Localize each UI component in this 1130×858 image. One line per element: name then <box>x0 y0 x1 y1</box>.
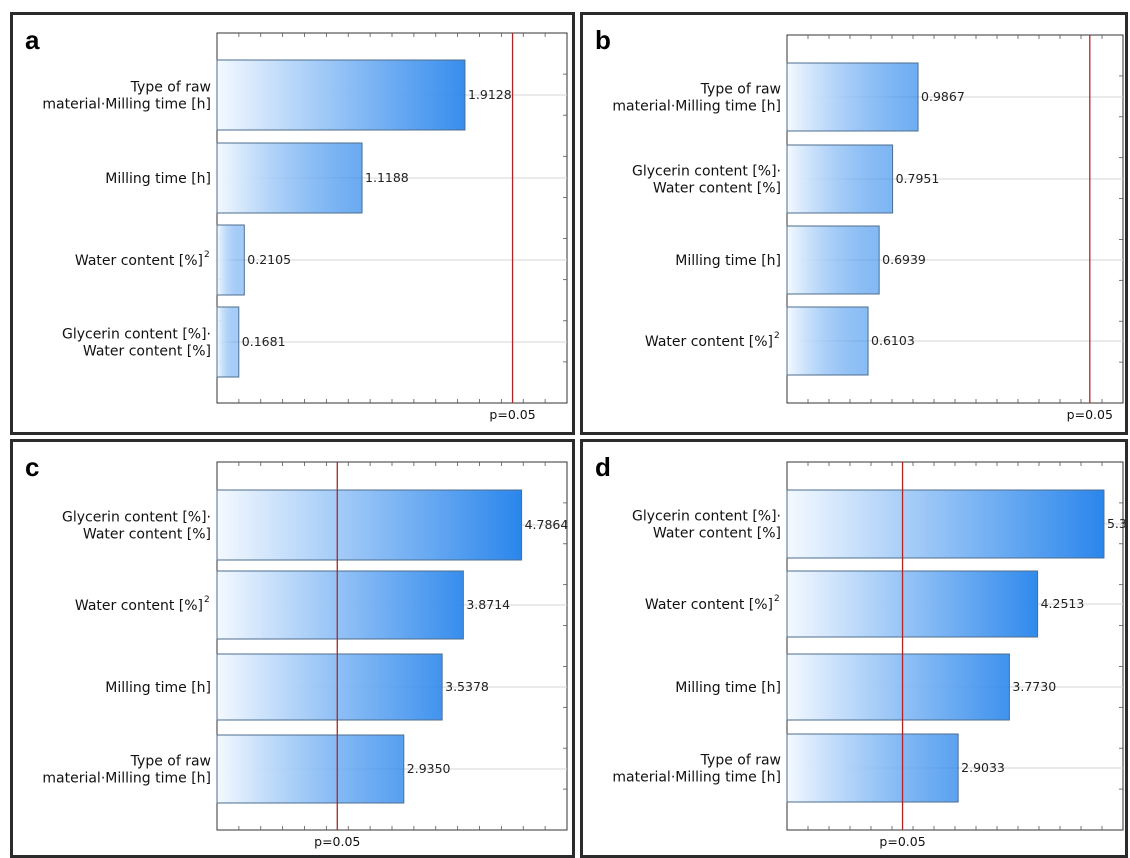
panel-letter-b: b <box>595 25 611 55</box>
bar-value-label: 2.9350 <box>407 761 451 776</box>
bar-value-label: 0.6103 <box>871 333 915 348</box>
bar-value-label: 4.2513 <box>1041 596 1085 611</box>
bar-value-label: 5.3772 <box>1107 516 1125 531</box>
bar-category-label: Water content [%] <box>75 598 203 614</box>
significance-label: p=0.05 <box>314 834 360 849</box>
bar-category-label: Water content [%] <box>653 526 781 542</box>
bar-category-label: Water content [%] <box>83 344 211 360</box>
panel-a: a 1.9128 Type of raw material·Milling time… <box>10 12 575 435</box>
bar-value-label: 0.9867 <box>921 89 965 104</box>
panel-b: b 0.9867 Type of raw material·Milling time… <box>580 12 1128 435</box>
significance-label: p=0.05 <box>879 834 925 849</box>
bar-value-label: 3.7730 <box>1012 679 1056 694</box>
bar <box>216 59 466 131</box>
bar-category-label: material·Milling time [h] <box>612 770 781 786</box>
bar <box>216 224 245 296</box>
bar-value-label: 0.7951 <box>896 171 940 186</box>
bar <box>786 225 880 295</box>
bar <box>216 734 405 804</box>
bar-value-label: 3.8714 <box>466 597 510 612</box>
bar-category-label: Type of raw <box>700 82 781 98</box>
bar-category-label: Milling time [h] <box>105 171 211 187</box>
bar-category-label: Glycerin content [%]· <box>632 509 781 525</box>
bar-category-label: Milling time [h] <box>675 680 781 696</box>
superscript-label: 2 <box>774 594 780 604</box>
superscript-label: 2 <box>204 595 210 605</box>
bar-value-label: 1.1188 <box>365 170 409 185</box>
panel-letter-a: a <box>25 25 40 55</box>
bar-category-label: Glycerin content [%]· <box>62 327 211 343</box>
bar <box>216 306 240 378</box>
bar <box>786 570 1039 638</box>
bar <box>786 489 1105 559</box>
bar <box>216 489 523 561</box>
bar-category-label: material·Milling time [h] <box>42 97 211 113</box>
bar-category-label: Water content [%] <box>75 253 203 269</box>
bar-value-label: 0.2105 <box>247 252 291 267</box>
bar-value-label: 4.7864 <box>525 517 569 532</box>
bar <box>216 570 464 640</box>
bar-category-label: material·Milling time [h] <box>42 771 211 787</box>
bar <box>216 142 363 214</box>
bar <box>786 733 959 803</box>
superscript-label: 2 <box>774 331 780 341</box>
bar-category-label: Glycerin content [%]· <box>632 164 781 180</box>
bar <box>786 653 1010 721</box>
chart-d: 5.3772Glycerin content [%]·Water content… <box>612 461 1125 849</box>
superscript-label: 2 <box>204 250 210 260</box>
panel-c: c 4.7864 Glycerin content [%]· Water conte… <box>10 439 575 858</box>
bar <box>786 62 919 132</box>
bar-category-label: Type of raw <box>130 754 211 770</box>
bar-category-label: Glycerin content [%]· <box>62 510 211 526</box>
bar-category-label: Milling time [h] <box>675 253 781 269</box>
bar-category-label: Water content [%] <box>645 597 773 613</box>
bar-category-label: Water content [%] <box>83 527 211 543</box>
bar-value-label: 2.9033 <box>961 760 1005 775</box>
bar-value-label: 0.1681 <box>242 334 286 349</box>
significance-label: p=0.05 <box>1067 407 1113 422</box>
bar-category-label: Milling time [h] <box>105 680 211 696</box>
bar-value-label: 3.5378 <box>445 679 489 694</box>
bar-category-label: material·Milling time [h] <box>612 99 781 115</box>
panel-d: d 5.3772Glycerin content [%]·Water conte… <box>580 439 1128 858</box>
bar-value-label: 1.9128 <box>468 87 512 102</box>
bar-category-label: Type of raw <box>130 80 211 96</box>
bar <box>216 653 443 721</box>
bar-value-label: 0.6939 <box>882 252 926 267</box>
bar-category-label: Type of raw <box>700 753 781 769</box>
bar-category-label: Water content [%] <box>645 334 773 350</box>
bar <box>786 144 894 214</box>
panel-letter-c: c <box>25 452 40 482</box>
significance-label: p=0.05 <box>489 407 535 422</box>
panel-letter-d: d <box>595 452 611 482</box>
bar-category-label: Water content [%] <box>653 181 781 197</box>
bar <box>786 306 869 376</box>
